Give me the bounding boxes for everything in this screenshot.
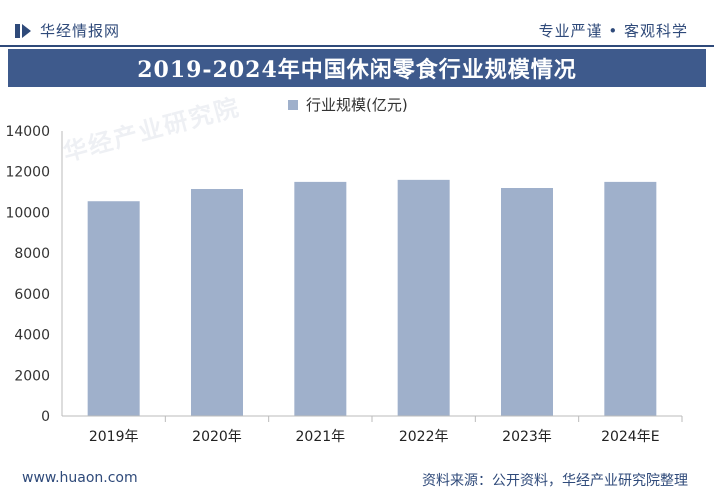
x-tick-label: 2023年 xyxy=(502,429,552,445)
bar-2019年 xyxy=(87,201,140,416)
y-tick-label: 4000 xyxy=(14,328,50,344)
source-note: 资料来源：公开资料，华经产业研究院整理 xyxy=(422,473,688,489)
brand-name: 华经情报网 xyxy=(40,22,121,40)
x-tick-label: 2019年 xyxy=(89,429,139,445)
y-axis: 0 2000 4000 6000 8000 10000 12000 14000 xyxy=(5,124,63,425)
y-tick-label: 14000 xyxy=(5,124,50,140)
x-tick-label: 2022年 xyxy=(399,429,449,445)
tagline: 专业严谨 • 客观科学 xyxy=(538,22,688,40)
website-link[interactable]: www.huaon.com xyxy=(22,470,138,486)
header-divider xyxy=(0,45,714,47)
bar-2022年 xyxy=(397,179,450,416)
bar-2020年 xyxy=(191,189,243,416)
legend-swatch xyxy=(288,99,298,110)
y-tick-label: 12000 xyxy=(5,165,50,181)
x-tick-label: 2024年E xyxy=(601,429,659,445)
x-tick-label: 2021年 xyxy=(296,429,346,445)
x-tick-label: 2020年 xyxy=(192,429,242,445)
footer xyxy=(0,460,714,500)
y-tick-label: 2000 xyxy=(14,368,50,384)
header: 华经情报网 专业严谨 • 客观科学 xyxy=(0,0,714,48)
y-tick-label: 10000 xyxy=(5,205,50,221)
title-bar: 2019-2024年中国休闲零食行业规模情况 xyxy=(8,49,706,87)
bar-2021年 xyxy=(294,181,347,416)
bars xyxy=(87,179,657,416)
legend: 行业规模(亿元) xyxy=(288,94,408,115)
bar-2024年E xyxy=(604,181,657,416)
y-tick-label: 6000 xyxy=(14,287,50,303)
y-tick-label: 0 xyxy=(41,409,50,425)
x-axis: 2019年 2020年 2021年 2022年 2023年 2024年E xyxy=(62,415,683,445)
y-tick-label: 8000 xyxy=(14,246,50,262)
brand-logo[interactable]: 华经情报网 xyxy=(14,20,120,41)
chart-title: 2019-2024年中国休闲零食行业规模情况 xyxy=(137,57,577,83)
brand-logo-icon xyxy=(15,23,31,38)
legend-label: 行业规模(亿元) xyxy=(306,96,408,114)
bar-2023年 xyxy=(501,188,553,416)
